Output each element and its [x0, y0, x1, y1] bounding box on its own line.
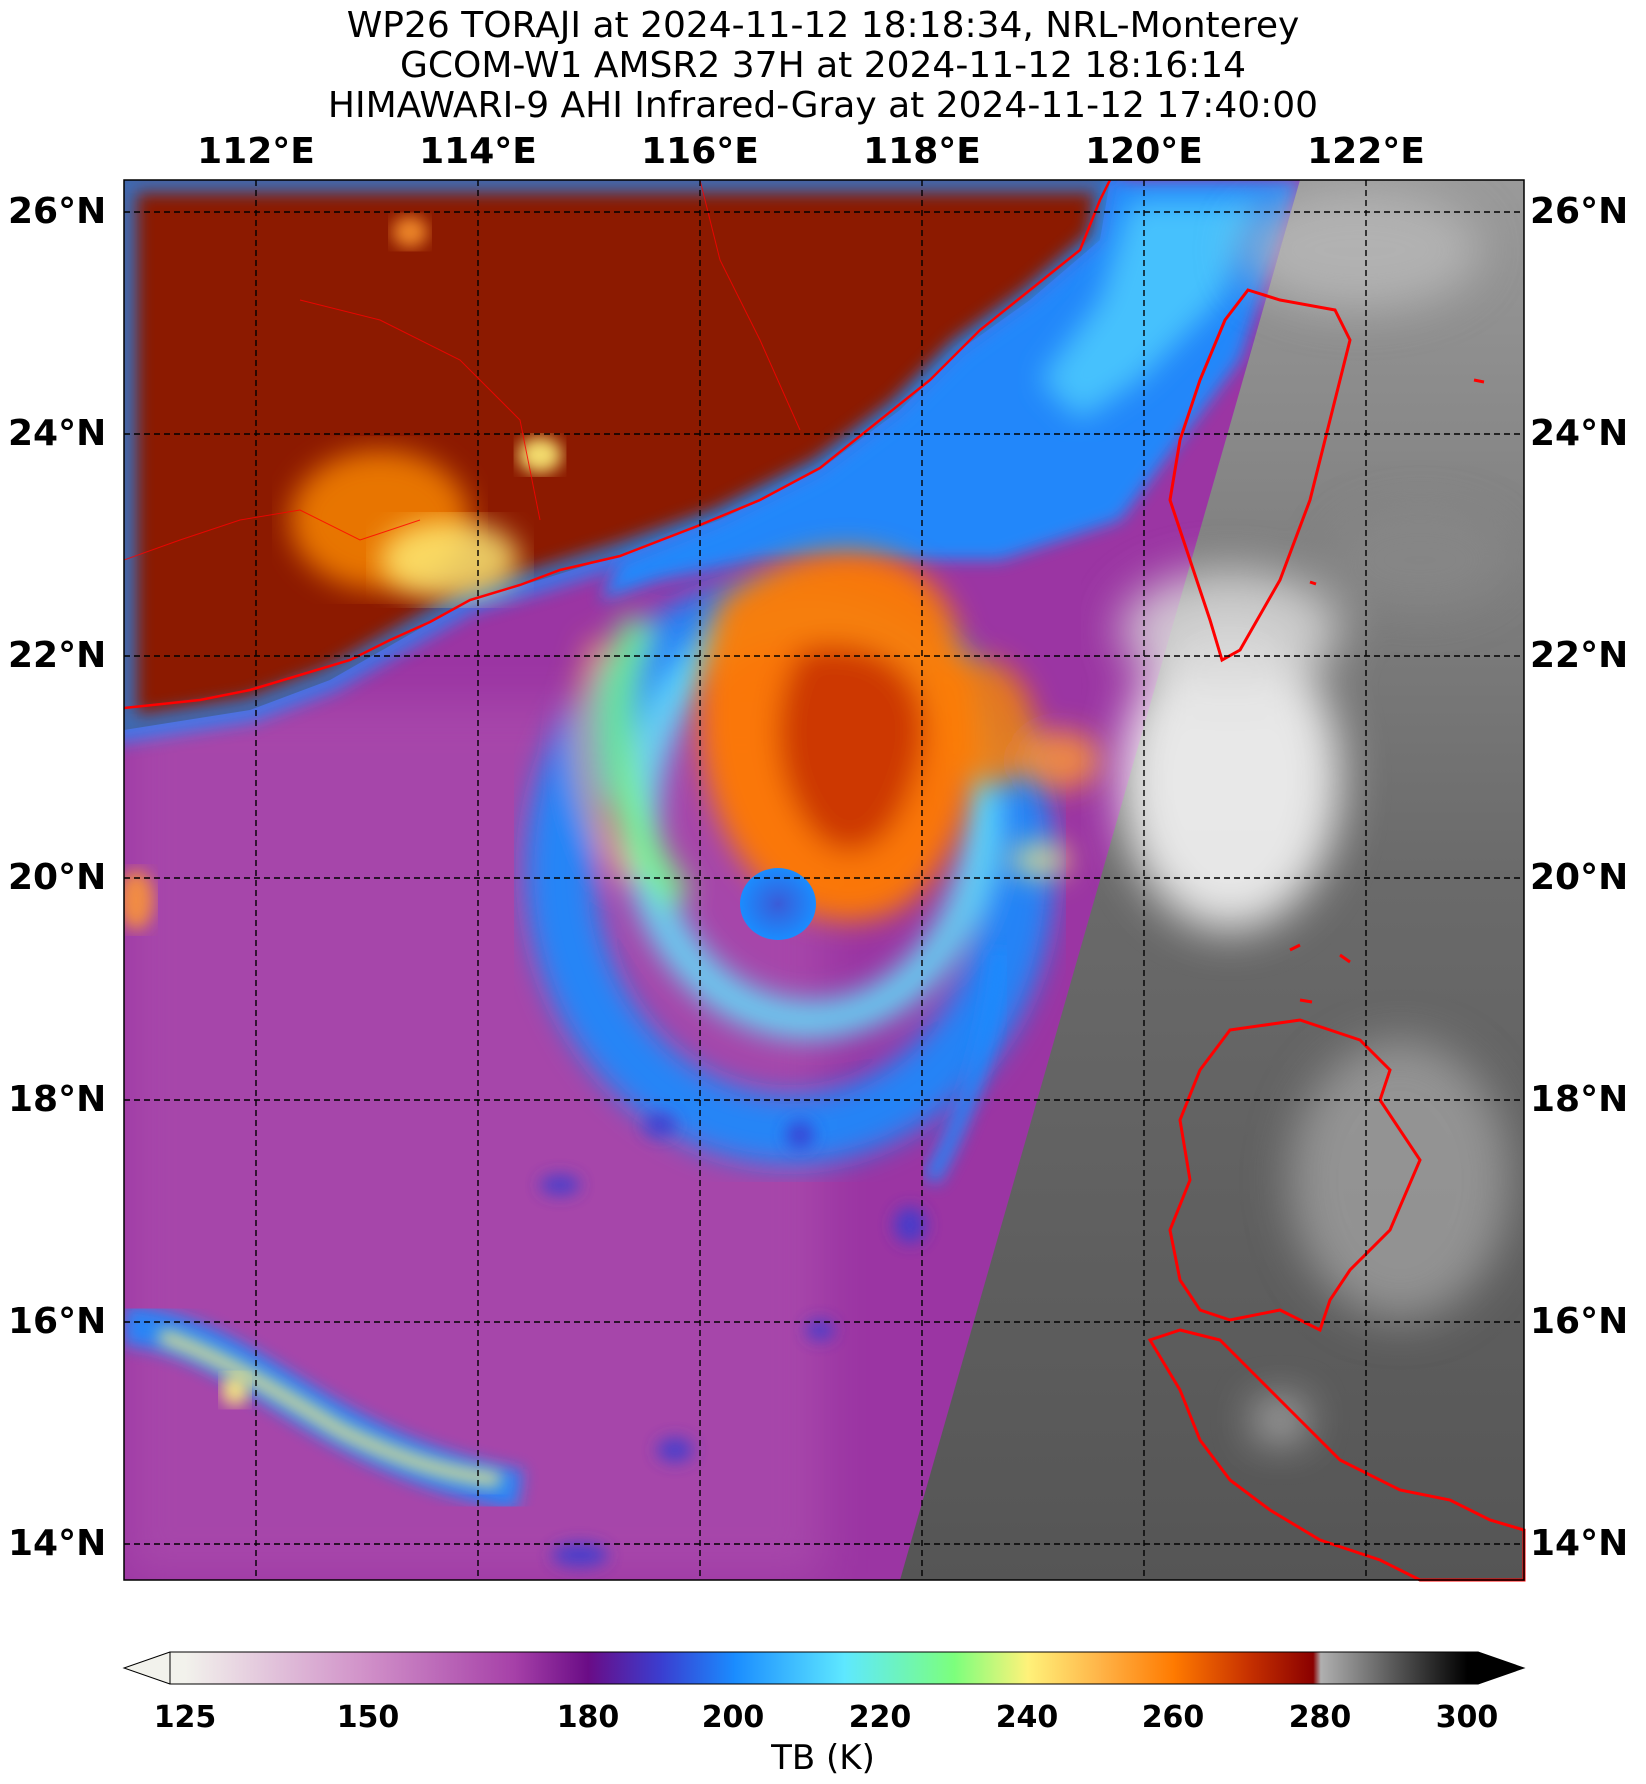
- islets-3: [1289, 943, 1351, 1004]
- colorbar-segment: [844, 1652, 955, 1684]
- islet-1: [1473, 378, 1485, 384]
- coastal-cyan-patch: [1040, 200, 1260, 420]
- colorbar-segment: [1320, 1652, 1468, 1684]
- lat-label-left-14: 14°N: [8, 1523, 107, 1564]
- title-line-2: GCOM-W1 AMSR2 37H at 2024-11-12 18:16:14: [399, 45, 1247, 86]
- colorbar-segment: [661, 1652, 735, 1684]
- colorbar-segment: [734, 1652, 845, 1684]
- colorbar-tick-150: 150: [336, 1700, 400, 1735]
- colorbar-segment: [954, 1652, 1028, 1684]
- colorbar-segment: [1027, 1652, 1102, 1684]
- colorbar-tick-300: 300: [1435, 1700, 1499, 1735]
- colorbar-segment: [1173, 1652, 1248, 1684]
- lon-label-122: 122°E: [1307, 131, 1425, 172]
- warm-spot-3: [392, 216, 428, 248]
- map-frame: [123, 179, 1525, 1581]
- province-border-1: [123, 509, 421, 561]
- southern-band-core: [157, 1328, 501, 1487]
- lat-label-right-26: 26°N: [1530, 191, 1629, 232]
- scattered-cells: [540, 1113, 926, 1567]
- typhoon-eye: [740, 868, 816, 940]
- lon-label-116: 116°E: [641, 131, 759, 172]
- lat-label-left-26: 26°N: [8, 191, 107, 232]
- ir-cloud-features: [1120, 190, 1510, 1436]
- colorbar-min-arrow: [124, 1652, 170, 1684]
- province-border-2: [299, 299, 541, 521]
- lat-label-right-14: 14°N: [1530, 1523, 1629, 1564]
- lat-label-right-22: 22°N: [1530, 635, 1629, 676]
- lat-label-left-18: 18°N: [8, 1079, 107, 1120]
- colorbar-segment-start: [170, 1652, 185, 1684]
- hainan-warm: [124, 870, 154, 930]
- luzon-north-outline: [1168, 1018, 1422, 1333]
- title-line-3: HIMAWARI-9 AHI Infrared-Gray at 2024-11-…: [327, 85, 1319, 126]
- warm-spot-4: [380, 520, 520, 600]
- china-coastline: [123, 179, 1112, 710]
- lon-label-114: 114°E: [419, 131, 537, 172]
- lon-label-120: 120°E: [1085, 131, 1203, 172]
- imagery-layer: [124, 180, 1524, 1580]
- colorbar-frame: [169, 1651, 1479, 1685]
- colorbar-tick-280: 280: [1288, 1700, 1352, 1735]
- province-border-3: [699, 179, 801, 431]
- lat-label-left-22: 22°N: [8, 635, 107, 676]
- colorbar-arrow-outline: [122, 1651, 1526, 1685]
- south-rainband: [922, 949, 1009, 1185]
- lat-label-right-20: 20°N: [1530, 857, 1629, 898]
- colorbar-tick-180: 180: [556, 1700, 620, 1735]
- colorbar-segment: [514, 1652, 589, 1684]
- lon-label-118: 118°E: [863, 131, 981, 172]
- colorbar-tick-200: 200: [701, 1700, 765, 1735]
- colorbar-tick-220: 220: [848, 1700, 912, 1735]
- typhoon-core: [699, 550, 1100, 922]
- gridlines: [124, 180, 1524, 1580]
- colorbar-segment: [1100, 1652, 1175, 1684]
- southern-spot: [221, 1374, 249, 1406]
- lat-label-right-16: 16°N: [1530, 1301, 1629, 1342]
- colorbar-segment: [1313, 1652, 1321, 1684]
- colorbar-max-arrow: [1478, 1652, 1524, 1684]
- colorbar-segment: [1247, 1652, 1314, 1684]
- colorbar-segment: [368, 1652, 516, 1684]
- title-line-1: WP26 TORAJI at 2024-11-12 18:18:34, NRL-…: [346, 5, 1300, 46]
- colorbar-segment: [185, 1652, 369, 1684]
- lat-label-left-16: 16°N: [8, 1301, 107, 1342]
- colorbar-segment-end: [1467, 1652, 1478, 1684]
- lat-label-left-20: 20°N: [8, 857, 107, 898]
- taiwan-outline: [1168, 288, 1352, 663]
- colorbar-tick-260: 260: [1141, 1700, 1205, 1735]
- colorbar-segments: [170, 1652, 1478, 1684]
- islet-2: [1309, 580, 1317, 586]
- colorbar: [122, 1651, 1526, 1685]
- lat-label-right-18: 18°N: [1530, 1079, 1629, 1120]
- colorbar-segment: [587, 1652, 662, 1684]
- colorbar-title: TB (K): [771, 1738, 875, 1778]
- lon-label-112: 112°E: [197, 131, 315, 172]
- colorbar-tick-240: 240: [995, 1700, 1059, 1735]
- lat-label-left-24: 24°N: [8, 413, 107, 454]
- lat-label-right-24: 24°N: [1530, 413, 1629, 454]
- colorbar-tick-125: 125: [153, 1700, 217, 1735]
